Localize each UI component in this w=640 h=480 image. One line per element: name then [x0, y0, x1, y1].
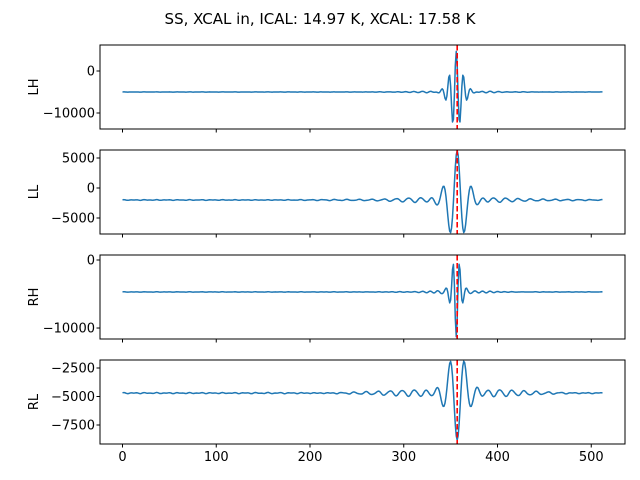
y-tick-label-rl-2: −7500: [51, 419, 95, 434]
subplot-frame-rl: [99, 359, 626, 445]
y-tick-label-rh-1: −10000: [43, 322, 95, 337]
subplot-frame-lh: [99, 44, 626, 130]
x-tick-label-400: 400: [485, 450, 510, 465]
signal-trace-ll: [122, 150, 603, 234]
y-tick-label-ll-2: −5000: [51, 211, 95, 226]
x-tick-label-100: 100: [204, 450, 229, 465]
signal-trace-lh: [122, 50, 603, 123]
y-axis-label-ll: LL: [27, 184, 42, 199]
y-tick-label-rl-1: −5000: [51, 390, 95, 405]
y-tick-label-ll-1: 0: [87, 181, 95, 196]
subplot-frame-ll: [99, 149, 626, 235]
y-tick-label-rl-0: −2500: [51, 362, 95, 377]
y-tick-label-lh-0: 0: [87, 64, 95, 79]
y-tick-label-rh-0: 0: [87, 253, 95, 268]
y-tick-label-ll-0: 5000: [62, 151, 95, 166]
figure-title: SS, XCAL in, ICAL: 14.97 K, XCAL: 17.58 …: [164, 10, 476, 28]
x-tick-label-300: 300: [391, 450, 416, 465]
signal-trace-rh: [122, 263, 603, 338]
y-tick-label-lh-1: −10000: [43, 106, 95, 121]
y-axis-label-rh: RH: [27, 288, 42, 307]
subplot-frame-rh: [99, 254, 626, 340]
y-axis-label-rl: RL: [27, 393, 42, 410]
y-axis-label-lh: LH: [27, 78, 42, 95]
x-tick-label-200: 200: [298, 450, 323, 465]
x-tick-label-0: 0: [118, 450, 126, 465]
x-tick-label-500: 500: [579, 450, 604, 465]
signal-trace-rl: [122, 360, 603, 441]
